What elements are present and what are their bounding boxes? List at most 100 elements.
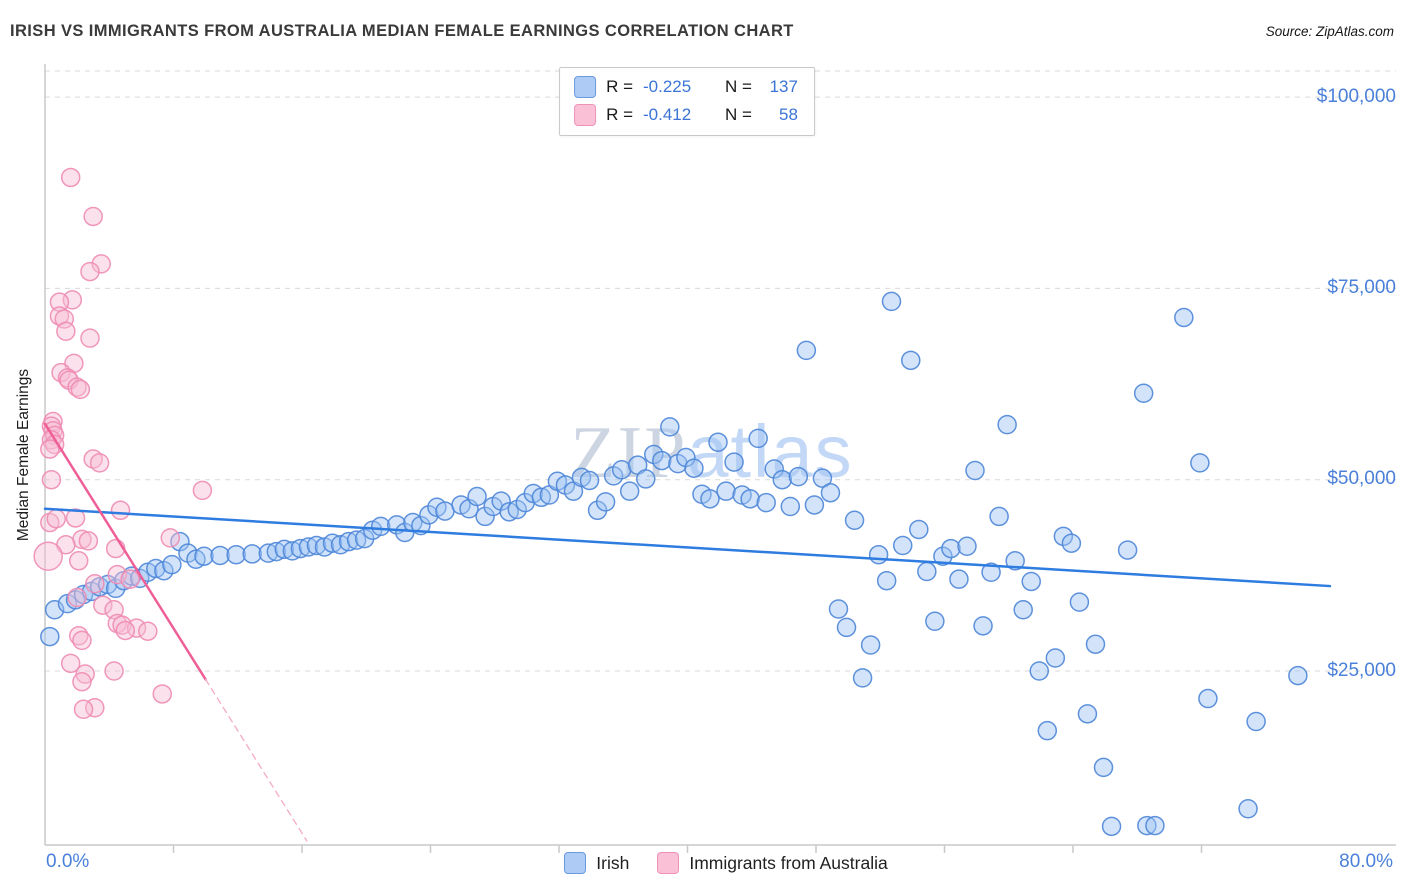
irish-point (925, 611, 945, 632)
r-label: R = (606, 105, 633, 124)
immigrants-from-australia-point (56, 321, 76, 342)
source-link[interactable]: Source: ZipAtlas.com (1265, 24, 1394, 39)
irish-swatch-icon (564, 852, 587, 874)
immigrants-from-australia-point (160, 528, 181, 548)
irish-point (933, 546, 953, 566)
irish-point (780, 496, 801, 517)
x-tick-min: 0.0% (46, 851, 90, 872)
irish-point (981, 562, 1001, 583)
y-tick-100000: $100,000 (1316, 86, 1396, 107)
irish-point (467, 486, 487, 507)
irish-point (812, 468, 833, 488)
irish-point (716, 481, 736, 501)
n-value-irish: 137 (769, 77, 798, 96)
r-value-australia: -0.412 (643, 105, 692, 124)
immigrants-from-australia-point (41, 469, 62, 490)
irish-point (475, 506, 495, 527)
australia-swatch-icon (657, 852, 680, 874)
trend-line-irish (43, 507, 1332, 588)
irish-point (676, 447, 696, 468)
irish-point (435, 501, 455, 521)
irish-point (579, 470, 600, 491)
n-label: N = (725, 77, 752, 96)
immigrants-from-australia-point (46, 508, 66, 529)
irish-point (242, 544, 262, 564)
immigrants-from-australia-point (67, 377, 87, 397)
irish-point (1174, 307, 1194, 328)
n-label: N = (725, 105, 752, 124)
irish-point (306, 535, 327, 556)
irish-point (346, 530, 367, 550)
irish-point (941, 538, 961, 559)
irish-swatch-icon (574, 76, 597, 98)
irish-point (1037, 720, 1058, 741)
irish-point (740, 489, 760, 509)
y-tick-75000: $75,000 (1327, 277, 1396, 298)
irish-point (820, 482, 841, 503)
trend-line-immigrants-from-australia (43, 422, 207, 681)
irish-point (194, 546, 214, 566)
immigrants-from-australia-point (120, 569, 140, 589)
series-legend: Irish Immigrants from Australia (0, 852, 1406, 874)
correlation-legend-box: R = -0.225 N = 137 R = -0.412 N = 58 (559, 67, 815, 136)
irish-point (852, 668, 873, 688)
immigrants-from-australia-point (112, 615, 132, 635)
immigrants-from-australia-point (83, 206, 103, 227)
irish-point (619, 481, 640, 501)
irish-point (796, 340, 817, 361)
y-tick-50000: $50,000 (1327, 468, 1396, 489)
irish-point (909, 519, 929, 540)
irish-point (419, 505, 439, 525)
irish-point (162, 554, 182, 575)
irish-point (1246, 711, 1266, 732)
legend-label-australia: Immigrants from Australia (689, 852, 888, 873)
irish-point (338, 531, 359, 552)
immigrants-from-australia-point (33, 541, 63, 571)
irish-point (892, 535, 913, 556)
irish-point (1137, 815, 1157, 836)
immigrants-from-australia-point (138, 621, 158, 641)
immigrants-from-australia-point (85, 574, 105, 594)
immigrants-from-australia-point (110, 500, 131, 521)
irish-point (1013, 600, 1033, 620)
immigrants-from-australia-point (93, 595, 113, 615)
irish-point (611, 460, 632, 480)
irish-point (836, 617, 857, 638)
irish-point (901, 350, 921, 371)
legend-label-irish: Irish (596, 852, 630, 873)
x-tick-max: 80.0% (1339, 851, 1393, 872)
irish-point (1005, 551, 1025, 571)
irish-point (949, 569, 969, 589)
irish-point (274, 539, 295, 560)
irish-point (804, 495, 825, 515)
irish-point (989, 506, 1009, 527)
immigrants-from-australia-point (80, 328, 100, 348)
irish-point (652, 450, 672, 471)
irish-point (700, 489, 720, 509)
irish-point (1085, 634, 1106, 654)
irish-point (635, 469, 656, 489)
irish-point (290, 538, 311, 559)
irish-point (788, 466, 809, 487)
irish-point (973, 616, 993, 636)
australia-swatch-icon (574, 104, 597, 126)
immigrants-from-australia-point (68, 551, 89, 571)
irish-point (395, 522, 415, 543)
y-tick-25000: $25,000 (1327, 660, 1396, 681)
trend-line-immigrants-from-australia (204, 678, 308, 842)
immigrants-from-australia-point (152, 684, 173, 704)
irish-point (997, 414, 1017, 435)
irish-point (1045, 648, 1066, 668)
r-value-irish: -0.225 (643, 77, 692, 96)
irish-point (684, 458, 704, 478)
immigrants-from-australia-point (104, 661, 124, 681)
legend-item-irish: Irish (564, 852, 629, 874)
irish-point (772, 469, 793, 490)
irish-point (764, 459, 784, 479)
irish-point (298, 537, 319, 557)
irish-point (756, 492, 776, 513)
irish-point (917, 561, 937, 582)
immigrants-from-australia-point (60, 167, 81, 188)
